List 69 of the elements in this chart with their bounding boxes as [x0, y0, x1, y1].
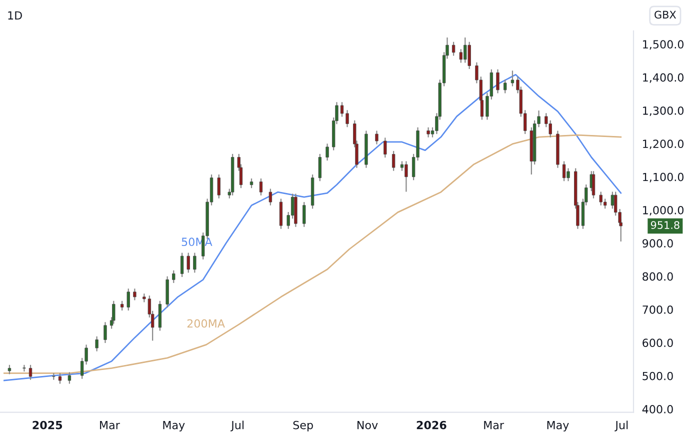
candlestick — [158, 300, 162, 332]
line-series — [4, 74, 622, 382]
candlestick — [340, 102, 344, 118]
candlestick — [28, 364, 32, 380]
candlestick — [268, 188, 272, 206]
candlestick — [22, 364, 26, 372]
candlestick — [68, 372, 72, 384]
candlestick — [120, 300, 124, 312]
x-tick-label: Jul — [614, 420, 628, 432]
candlestick — [510, 70, 514, 87]
candlestick — [112, 300, 116, 324]
candlestick — [592, 170, 596, 199]
y-tick-label: 1,300.0 — [643, 106, 684, 116]
candlestick — [404, 160, 408, 192]
candlestick — [384, 137, 387, 158]
candlestick — [279, 198, 283, 230]
candlestick — [193, 252, 196, 274]
x-tick-label: May — [547, 421, 569, 432]
candlestick — [504, 79, 507, 94]
y-tick-label: 1,000.0 — [643, 206, 684, 216]
candlestick — [468, 41, 471, 70]
y-tick-label: 400.0 — [642, 404, 673, 414]
candlestick — [566, 168, 570, 182]
candlestick — [126, 288, 130, 312]
annotation: 951.8 — [650, 221, 680, 230]
y-tick-label: 700.0 — [642, 305, 673, 314]
x-tick-label: 2025 — [32, 420, 62, 430]
candlestick — [259, 178, 263, 196]
line-series — [4, 134, 622, 374]
candlestick — [8, 364, 12, 375]
y-axis-title: GBX — [654, 10, 676, 19]
candlestick — [375, 130, 378, 145]
candlestick — [186, 252, 190, 274]
candlestick — [452, 41, 456, 56]
candlestick — [104, 322, 107, 344]
y-tick-label: 900.0 — [642, 239, 673, 248]
candlestick — [496, 68, 500, 94]
x-tick-label: May — [163, 421, 185, 432]
chart-title: 1D — [8, 11, 22, 20]
candlestick — [318, 153, 322, 182]
candlestick — [58, 372, 62, 384]
series-label: 200MA — [187, 319, 225, 328]
x-tick-label: 2026 — [416, 420, 446, 430]
y-tick-label: 1,400.0 — [643, 73, 684, 83]
candlestick — [180, 252, 184, 278]
y-tick-label: 800.0 — [642, 272, 673, 281]
y-tick-label: 600.0 — [642, 338, 673, 348]
y-tick-label: 500.0 — [642, 372, 673, 380]
candlestick — [133, 288, 136, 301]
x-tick-label: Mar — [100, 421, 120, 430]
y-tick-label: 1,500.0 — [643, 40, 684, 50]
candlestick — [610, 191, 614, 210]
candlestick — [392, 150, 396, 172]
candlestick — [562, 160, 566, 182]
candlestick — [302, 201, 306, 228]
candlestick — [172, 270, 176, 284]
candlestick — [250, 178, 254, 189]
y-tick-label: 1,100.0 — [643, 172, 684, 182]
x-tick-label: Mar — [484, 421, 504, 430]
candlestick — [217, 174, 220, 199]
x-tick-label: Jul — [230, 420, 244, 432]
candlestick — [548, 120, 552, 138]
x-tick-label: Sep — [293, 420, 313, 432]
y-tick-label: 1,200.0 — [643, 140, 684, 150]
candlestick — [326, 143, 329, 162]
x-tick-label: Nov — [358, 421, 378, 430]
candlestick — [95, 336, 98, 352]
candlestick — [346, 110, 349, 128]
candlestick — [426, 126, 430, 138]
